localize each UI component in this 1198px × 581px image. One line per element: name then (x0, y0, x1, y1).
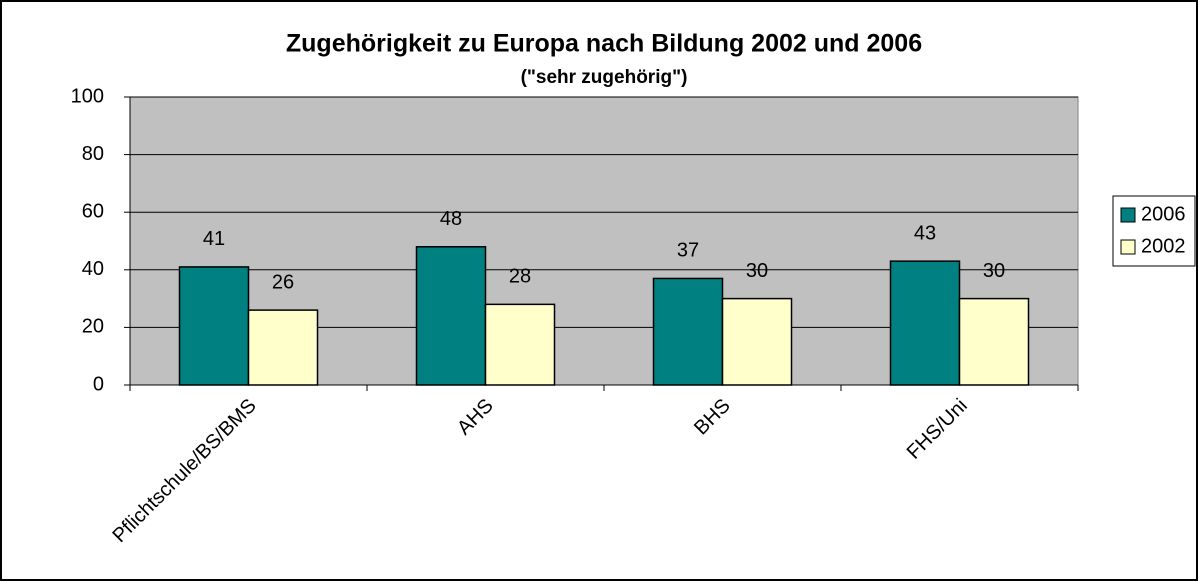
data-label: 30 (983, 260, 1005, 282)
data-label: 30 (746, 260, 768, 282)
data-label: 41 (203, 228, 225, 250)
bar (415, 246, 487, 386)
y-tick-label: 100 (71, 85, 104, 107)
data-label: 37 (677, 240, 699, 262)
data-label: 28 (509, 266, 531, 288)
data-label: 43 (914, 222, 936, 244)
bar (652, 277, 724, 386)
data-label: 48 (440, 208, 462, 230)
y-tick-label: 60 (82, 200, 104, 222)
data-label: 26 (272, 271, 294, 293)
bar (484, 303, 556, 386)
y-tick-label: 0 (93, 373, 104, 395)
y-tick-label: 40 (82, 258, 104, 280)
legend-swatch (1120, 207, 1136, 223)
bar (247, 309, 319, 386)
bar (178, 266, 250, 386)
legend-label: 2002 (1141, 235, 1186, 257)
chart-subtitle: ("sehr zugehörig") (521, 67, 688, 88)
bar (721, 297, 793, 386)
bar (958, 297, 1030, 386)
bar (889, 260, 961, 386)
legend-label: 2006 (1141, 203, 1186, 225)
legend-swatch (1120, 239, 1136, 255)
chart-title: Zugehörigkeit zu Europa nach Bildung 200… (286, 30, 922, 58)
y-tick-label: 80 (82, 143, 104, 165)
y-tick-label: 20 (82, 316, 104, 338)
